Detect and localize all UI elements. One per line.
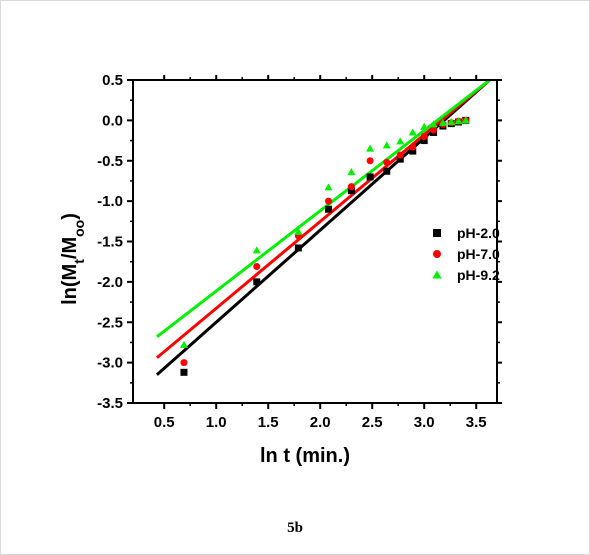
data-point-pH-9.2 — [396, 137, 405, 145]
data-point-pH-9.2 — [382, 141, 391, 149]
legend-marker-pH-7.0 — [433, 250, 441, 258]
data-point-pH-7.0 — [347, 183, 355, 191]
legend: pH-2.0 pH-7.0 pH-9.2 — [432, 225, 500, 283]
data-point-pH-7.0 — [253, 263, 261, 271]
data-point-pH-7.0 — [325, 197, 333, 205]
data-point-pH-9.2 — [429, 120, 438, 128]
y-axis-title: ln(Mt/Moo) — [59, 213, 87, 305]
data-point-pH-9.2 — [252, 246, 261, 254]
y-tick-label: -2.5 — [97, 314, 123, 331]
data-point-pH-9.2 — [408, 128, 417, 136]
chart: 0.5 1.0 1.5 2.0 2.5 3.0 3.5 0.5 0.0 -0.5 -1.0 -1.5 -… — [59, 72, 502, 467]
data-point-pH-7.0 — [180, 359, 188, 367]
data-point-pH-9.2 — [366, 144, 375, 152]
axes: 0.5 1.0 1.5 2.0 2.5 3.0 3.5 0.5 0.0 -0.5 -1.0 -1.5 -… — [97, 72, 502, 431]
data-point-pH-2.0 — [180, 368, 188, 376]
y-tick-label: 0.0 — [102, 112, 123, 129]
data-point-pH-7.0 — [430, 126, 438, 134]
y-tick-label: -2.0 — [97, 274, 123, 291]
data-point-pH-9.2 — [420, 122, 429, 130]
data-point-pH-7.0 — [420, 133, 428, 141]
figure-caption: 5b — [287, 520, 303, 536]
y-axis-title-part: ) — [59, 213, 81, 220]
data-point-pH-9.2 — [347, 168, 356, 176]
data-point-pH-9.2 — [454, 117, 463, 125]
data-point-pH-2.0 — [294, 244, 302, 252]
data-point-pH-9.2 — [438, 118, 447, 126]
data-point-pH-2.0 — [347, 187, 355, 195]
data-point-pH-7.0 — [383, 158, 391, 166]
data-point-pH-7.0 — [366, 157, 374, 165]
x-tick-label: 0.5 — [154, 414, 175, 431]
legend-marker-pH-9.2 — [432, 270, 442, 279]
data-point-pH-9.2 — [179, 340, 188, 348]
data-point-pH-7.0 — [409, 143, 417, 151]
y-tick-label: -1.0 — [97, 193, 123, 210]
x-tick-label: 2.5 — [362, 414, 383, 431]
y-axis-title-subscript: oo — [71, 220, 87, 237]
data-point-pH-7.0 — [396, 151, 404, 159]
x-tick-label: 1.0 — [206, 414, 227, 431]
data-point-pH-9.2 — [324, 183, 333, 191]
x-tick-label: 3.0 — [414, 414, 435, 431]
data-point-pH-9.2 — [461, 116, 470, 124]
data-point-pH-2.0 — [253, 278, 261, 286]
data-point-pH-2.0 — [396, 155, 404, 163]
data-point-pH-9.2 — [447, 117, 456, 126]
legend-label: pH-9.2 — [457, 267, 500, 283]
y-axis-title-part: /M — [59, 237, 81, 259]
data-point-pH-2.0 — [420, 137, 428, 145]
y-tick-label: -3.5 — [97, 395, 123, 412]
x-tick-label: 2.0 — [310, 414, 331, 431]
data-point-pH-9.2 — [294, 227, 303, 235]
y-axis-title-part: ln(M — [59, 264, 81, 305]
y-axis-title-subscript: t — [71, 259, 87, 264]
legend-label: pH-2.0 — [457, 225, 500, 241]
legend-marker-pH-2.0 — [433, 229, 441, 237]
data-point-pH-2.0 — [383, 167, 391, 175]
x-tick-label: 1.5 — [258, 414, 279, 431]
fit-line-pH-9.2 — [156, 80, 491, 338]
y-tick-label: -0.5 — [97, 153, 123, 170]
data-point-pH-2.0 — [409, 147, 417, 155]
y-tick-label: 0.5 — [102, 72, 123, 89]
x-tick-label: 3.5 — [466, 414, 487, 431]
data-point-pH-2.0 — [366, 173, 374, 181]
y-tick-label: -3.0 — [97, 355, 123, 372]
y-tick-label: -1.5 — [97, 234, 123, 251]
legend-label: pH-7.0 — [457, 246, 500, 262]
data-points — [179, 116, 470, 376]
fit-line-pH-7.0 — [155, 80, 491, 359]
x-axis-title: ln t (min.) — [260, 445, 350, 467]
data-point-pH-2.0 — [325, 205, 333, 213]
